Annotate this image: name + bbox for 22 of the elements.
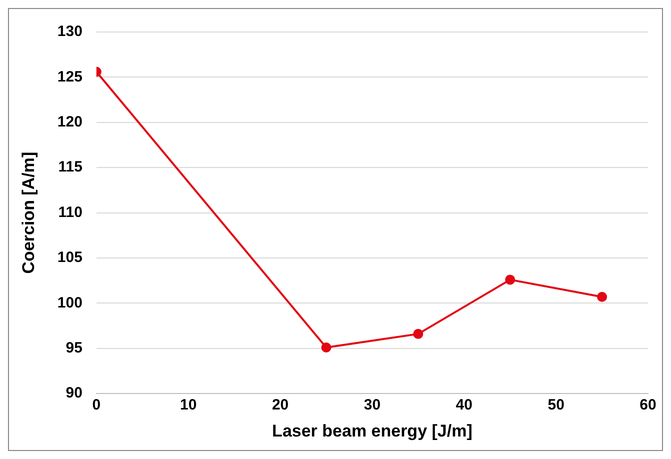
x-axis-title: Laser beam energy [J/m]: [272, 421, 472, 440]
y-tick-label: 130: [57, 23, 82, 40]
y-tick-label: 100: [57, 294, 82, 312]
y-tick-label: 115: [58, 158, 82, 176]
x-tick-label: 30: [364, 396, 381, 414]
x-tick-label: 50: [548, 396, 564, 414]
point: [505, 274, 516, 285]
y-tick-label: 90: [66, 384, 82, 402]
x-tick-label: 10: [180, 396, 197, 414]
point: [413, 328, 424, 339]
point: [321, 342, 332, 352]
y-axis-title: Coercion [A/m]: [18, 152, 38, 274]
point: [597, 292, 608, 302]
y-tick-label: 105: [57, 249, 82, 266]
x-tick-label: 60: [640, 396, 656, 414]
x-tick-label: 20: [272, 396, 289, 414]
y-tick-label: 95: [66, 340, 82, 357]
y-tick-label: 110: [58, 204, 82, 221]
x-tick-label: 0: [92, 396, 101, 414]
x-tick-label: 40: [456, 396, 472, 414]
y-tick-label: 120: [57, 114, 82, 131]
y-tick-label: 125: [57, 68, 82, 86]
